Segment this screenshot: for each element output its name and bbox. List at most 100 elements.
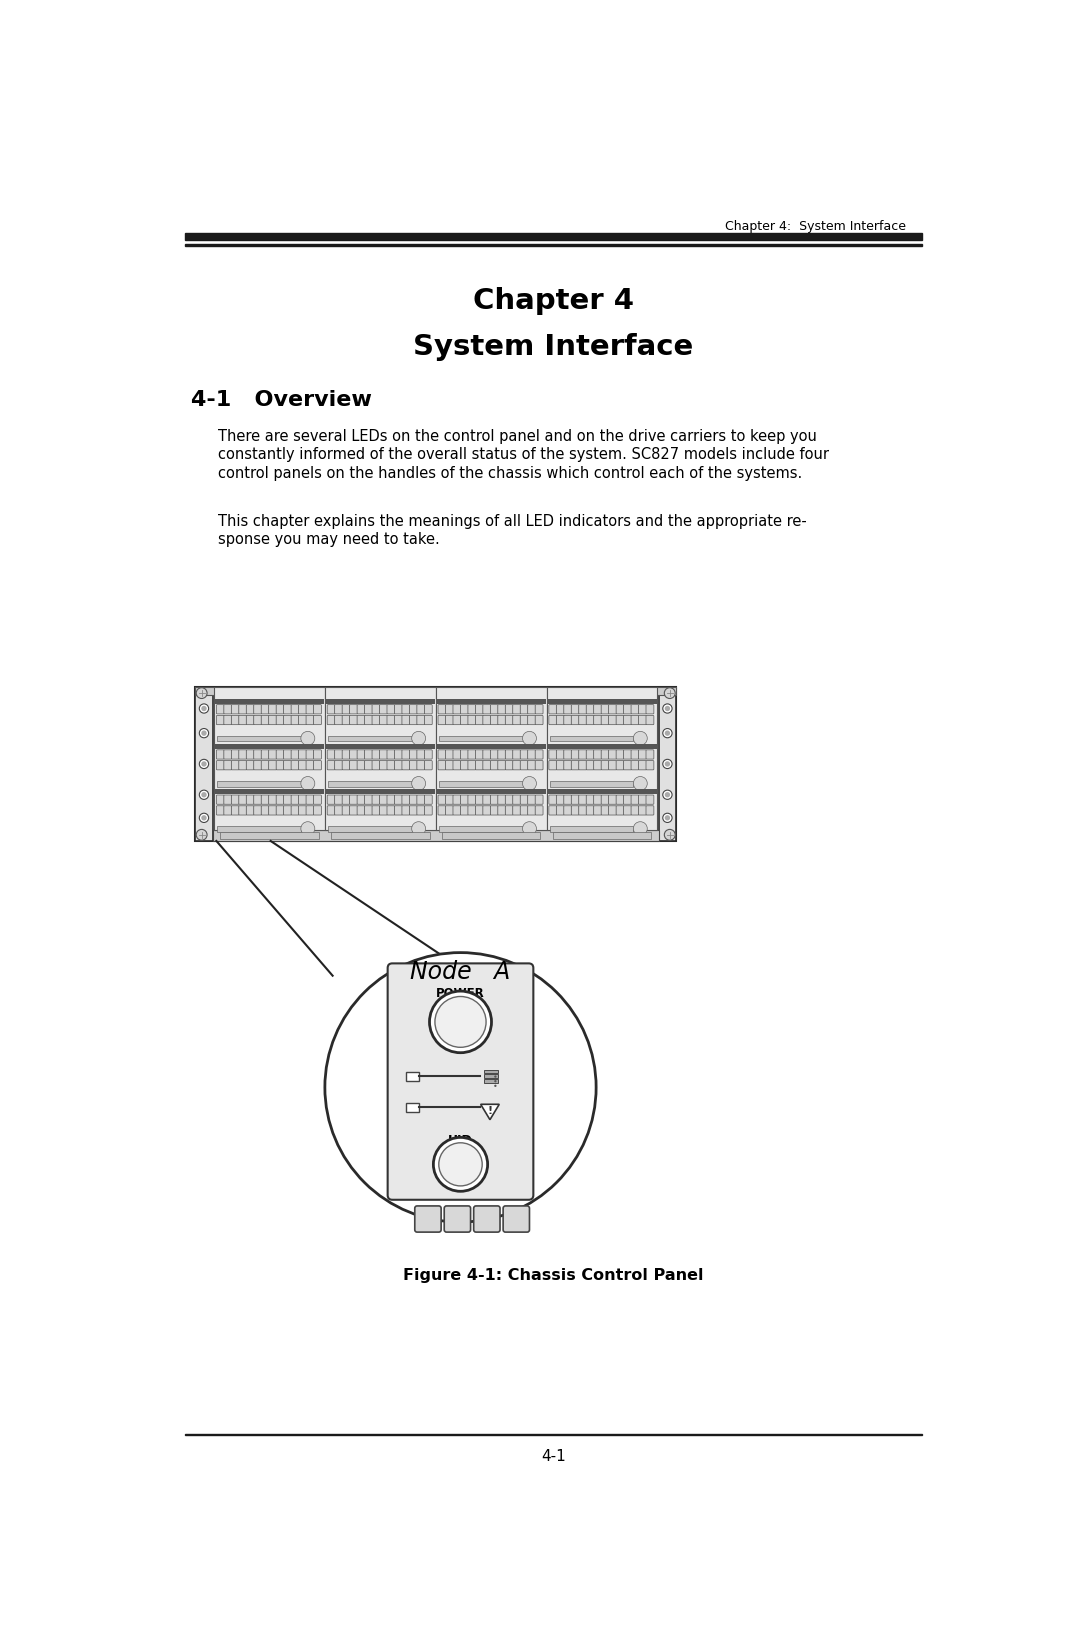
FancyBboxPatch shape [276, 795, 284, 804]
Bar [484, 1069, 498, 1074]
FancyBboxPatch shape [365, 716, 373, 724]
FancyBboxPatch shape [460, 716, 469, 724]
FancyBboxPatch shape [394, 716, 403, 724]
FancyBboxPatch shape [646, 761, 653, 771]
Bar [195, 686, 213, 842]
FancyBboxPatch shape [409, 761, 417, 771]
FancyBboxPatch shape [646, 805, 653, 815]
Bar [436, 744, 545, 749]
Circle shape [201, 792, 206, 797]
FancyBboxPatch shape [394, 761, 403, 771]
FancyBboxPatch shape [261, 749, 269, 759]
FancyBboxPatch shape [468, 805, 476, 815]
FancyBboxPatch shape [239, 761, 246, 771]
FancyBboxPatch shape [609, 805, 617, 815]
FancyBboxPatch shape [521, 795, 528, 804]
FancyBboxPatch shape [357, 795, 365, 804]
FancyBboxPatch shape [453, 805, 461, 815]
FancyBboxPatch shape [438, 749, 446, 759]
FancyBboxPatch shape [498, 795, 505, 804]
FancyBboxPatch shape [571, 716, 579, 724]
FancyBboxPatch shape [372, 795, 380, 804]
FancyBboxPatch shape [424, 805, 432, 815]
FancyBboxPatch shape [505, 761, 513, 771]
FancyBboxPatch shape [609, 705, 617, 714]
Bar [214, 686, 325, 830]
FancyBboxPatch shape [594, 716, 602, 724]
Circle shape [664, 731, 670, 736]
Circle shape [523, 777, 537, 790]
Bar [406, 1072, 419, 1081]
FancyBboxPatch shape [638, 805, 647, 815]
Bar [438, 780, 523, 787]
FancyBboxPatch shape [313, 761, 322, 771]
Bar [436, 698, 545, 705]
FancyBboxPatch shape [417, 716, 424, 724]
FancyBboxPatch shape [379, 805, 388, 815]
FancyBboxPatch shape [616, 795, 624, 804]
FancyBboxPatch shape [623, 749, 632, 759]
FancyBboxPatch shape [231, 805, 239, 815]
FancyBboxPatch shape [556, 716, 564, 724]
FancyBboxPatch shape [586, 705, 594, 714]
Circle shape [438, 1143, 482, 1186]
FancyBboxPatch shape [387, 716, 395, 724]
FancyBboxPatch shape [445, 795, 454, 804]
FancyBboxPatch shape [638, 716, 647, 724]
FancyBboxPatch shape [623, 716, 632, 724]
Text: 4-1: 4-1 [541, 1449, 566, 1464]
FancyBboxPatch shape [623, 705, 632, 714]
FancyBboxPatch shape [216, 749, 225, 759]
FancyBboxPatch shape [284, 805, 292, 815]
FancyBboxPatch shape [254, 761, 261, 771]
FancyBboxPatch shape [365, 705, 373, 714]
FancyBboxPatch shape [298, 795, 307, 804]
FancyBboxPatch shape [224, 749, 232, 759]
Bar [195, 686, 676, 695]
FancyBboxPatch shape [505, 705, 513, 714]
FancyBboxPatch shape [444, 1206, 471, 1233]
FancyBboxPatch shape [498, 749, 505, 759]
Circle shape [200, 790, 208, 799]
FancyBboxPatch shape [292, 805, 299, 815]
FancyBboxPatch shape [616, 705, 624, 714]
FancyBboxPatch shape [460, 795, 469, 804]
FancyBboxPatch shape [254, 749, 261, 759]
FancyBboxPatch shape [579, 705, 586, 714]
Bar [553, 832, 651, 840]
Bar [659, 686, 676, 842]
FancyBboxPatch shape [513, 761, 521, 771]
FancyBboxPatch shape [246, 795, 254, 804]
Circle shape [663, 790, 672, 799]
FancyBboxPatch shape [239, 716, 246, 724]
FancyBboxPatch shape [623, 795, 632, 804]
FancyBboxPatch shape [609, 749, 617, 759]
FancyBboxPatch shape [490, 749, 498, 759]
FancyBboxPatch shape [631, 705, 639, 714]
Text: Node   A: Node A [410, 960, 511, 985]
FancyBboxPatch shape [216, 795, 225, 804]
FancyBboxPatch shape [409, 805, 417, 815]
Bar [217, 780, 301, 787]
FancyBboxPatch shape [246, 716, 254, 724]
Text: This chapter explains the meanings of all LED indicators and the appropriate re-: This chapter explains the meanings of al… [218, 513, 807, 528]
FancyBboxPatch shape [438, 795, 446, 804]
FancyBboxPatch shape [224, 716, 232, 724]
FancyBboxPatch shape [453, 716, 461, 724]
Text: !: ! [487, 1106, 492, 1115]
Circle shape [435, 997, 486, 1048]
FancyBboxPatch shape [224, 795, 232, 804]
FancyBboxPatch shape [335, 749, 342, 759]
FancyBboxPatch shape [357, 805, 365, 815]
Circle shape [433, 1137, 488, 1191]
FancyBboxPatch shape [536, 761, 543, 771]
FancyBboxPatch shape [335, 761, 342, 771]
FancyBboxPatch shape [483, 805, 490, 815]
FancyBboxPatch shape [298, 805, 307, 815]
FancyBboxPatch shape [474, 1206, 500, 1233]
Text: constantly informed of the overall status of the system. SC827 models include fo: constantly informed of the overall statu… [218, 447, 829, 462]
Circle shape [201, 815, 206, 820]
Circle shape [200, 813, 208, 822]
FancyBboxPatch shape [521, 705, 528, 714]
FancyBboxPatch shape [284, 761, 292, 771]
